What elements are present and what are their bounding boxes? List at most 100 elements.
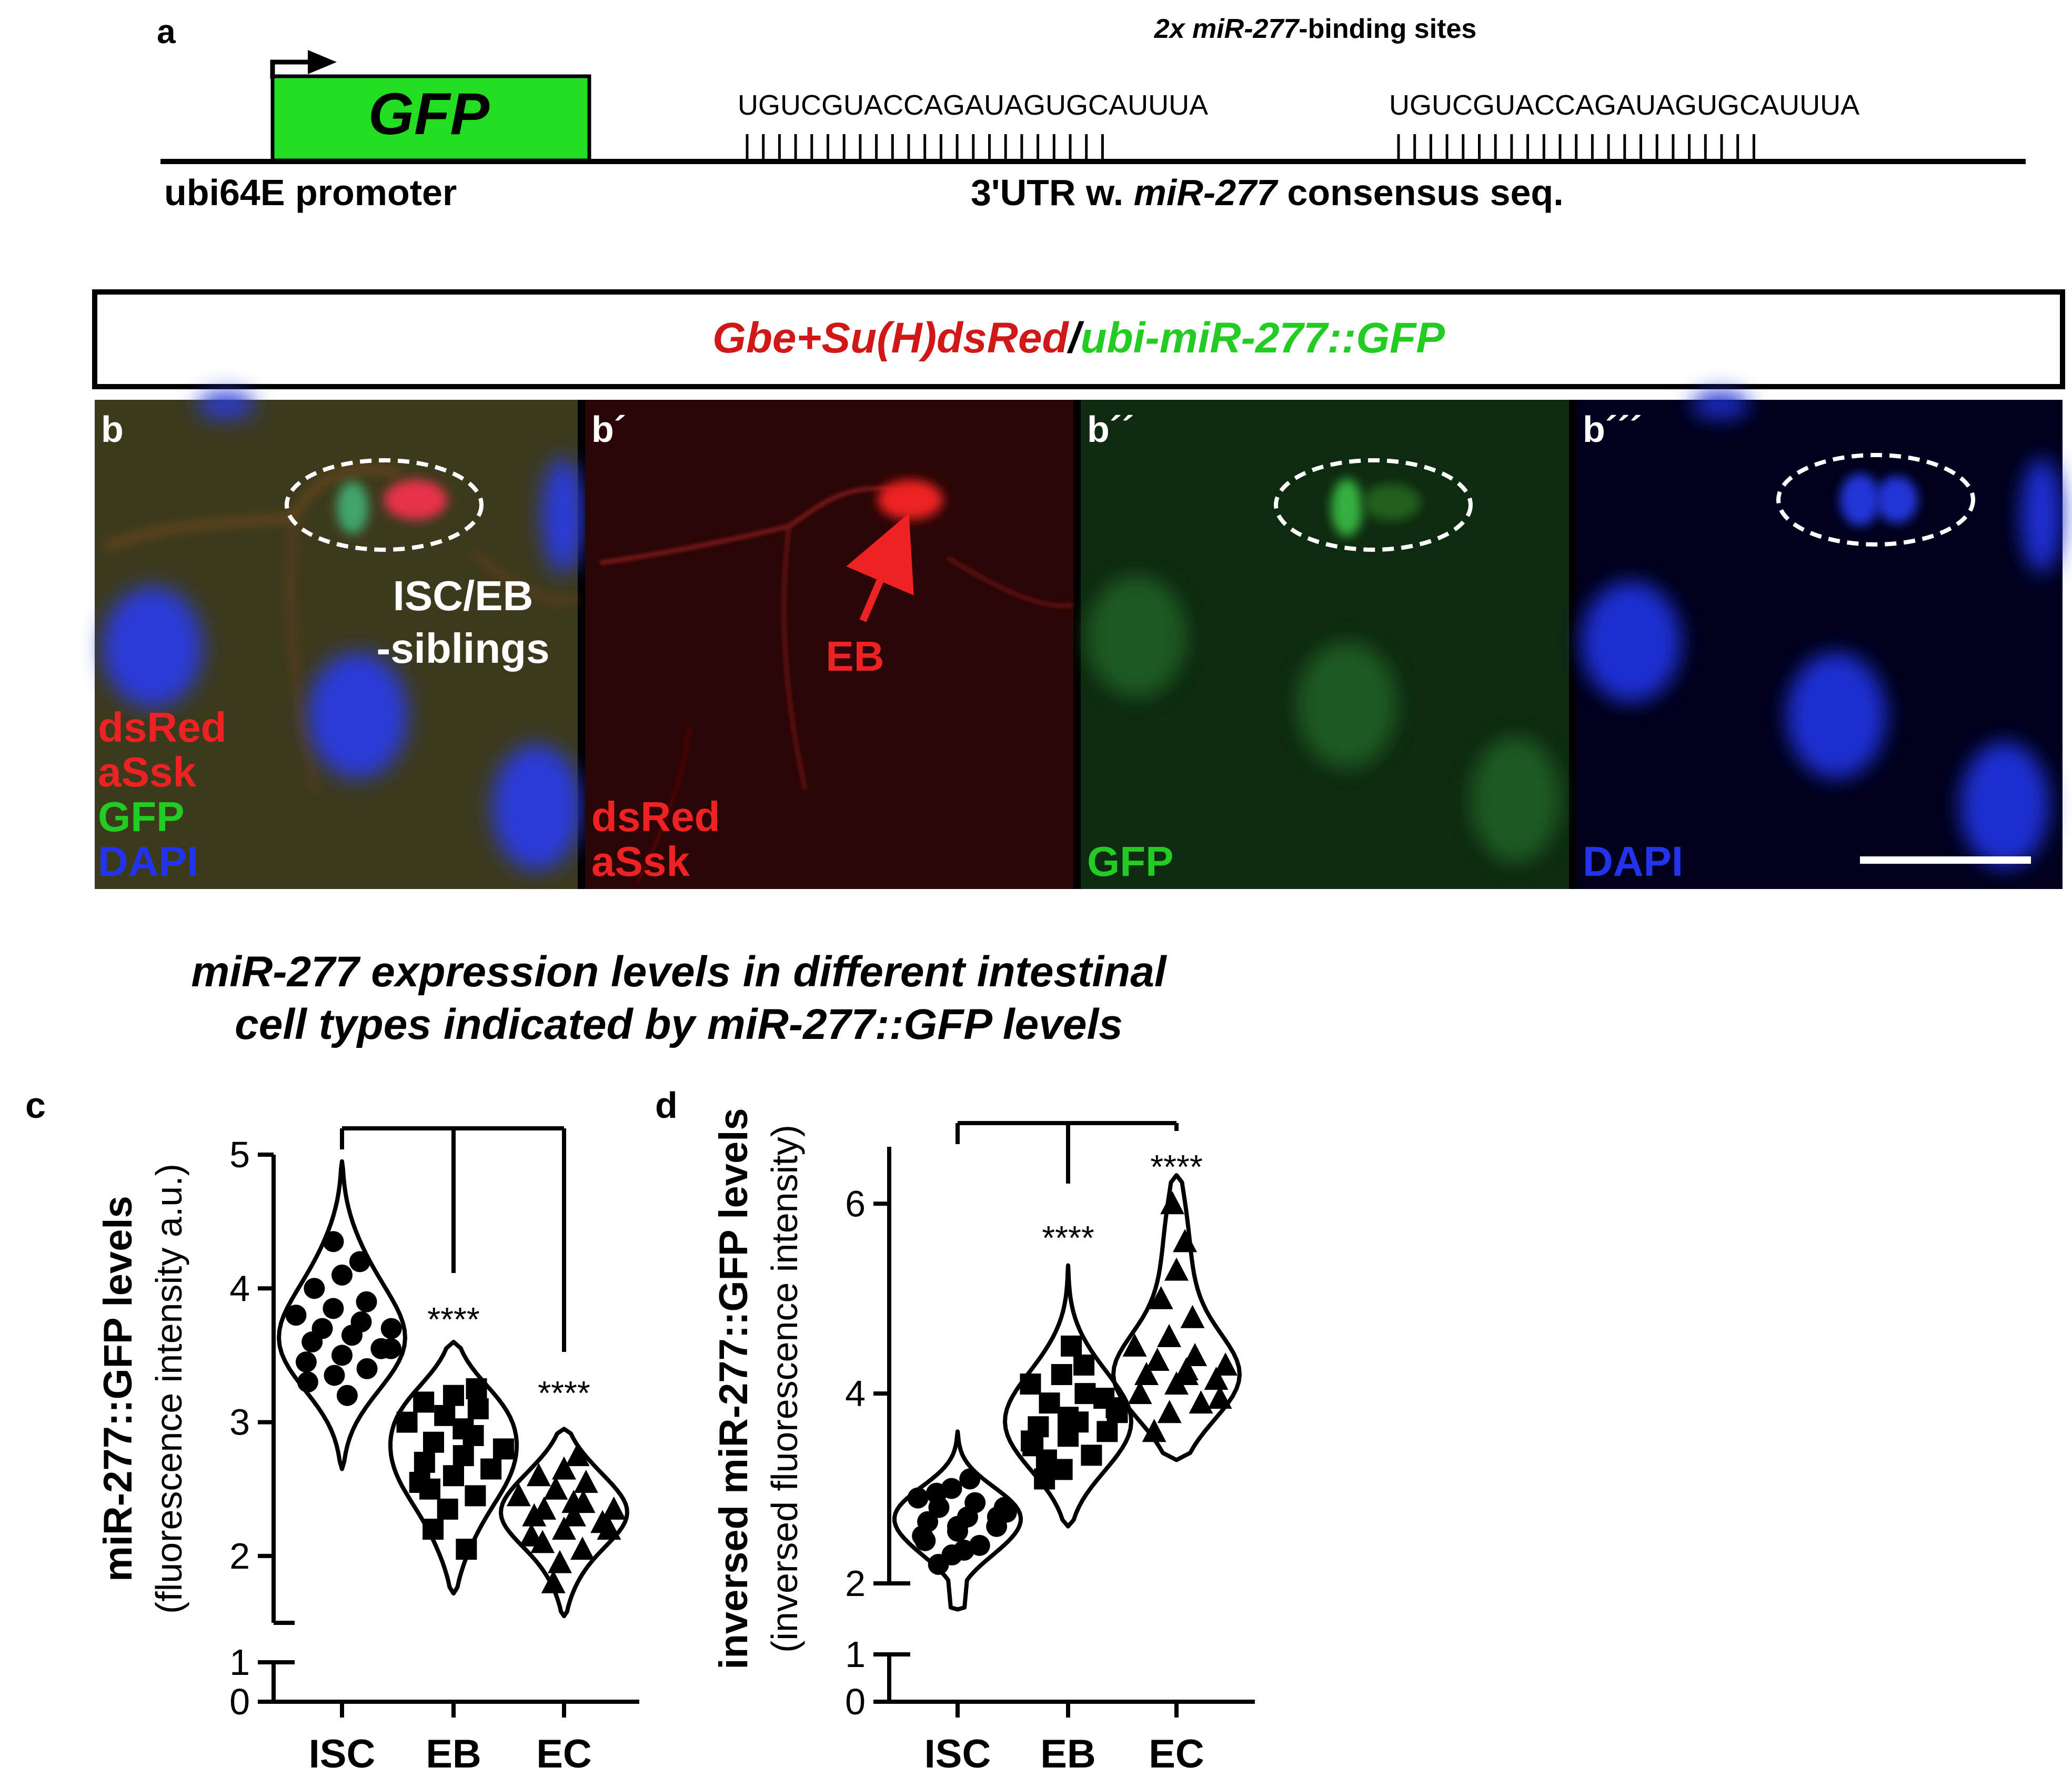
- data-point: [480, 1458, 502, 1480]
- y-tick-label: 2: [845, 1563, 866, 1604]
- utr-label-post: consensus seq.: [1277, 172, 1564, 213]
- data-point: [1073, 1355, 1095, 1376]
- violin-eb: [388, 1340, 519, 1596]
- green-siblings-outline: [1274, 458, 1473, 552]
- promoter-arrow: [270, 59, 310, 79]
- chart-d-ylabel: inversed miR-277::GFP levels: [711, 1108, 756, 1669]
- data-point: [1145, 1347, 1170, 1371]
- data-point: [907, 1487, 929, 1509]
- charts-title-line2: cell types indicated by miR-277::GFP lev…: [235, 1001, 1123, 1048]
- y-tick-label: 3: [229, 1402, 250, 1443]
- legend-red-assk: aSsk: [591, 838, 690, 885]
- legend-merge-dapi: DAPI: [98, 838, 198, 885]
- x-tick-label: EC: [536, 1732, 592, 1776]
- data-point: [953, 1539, 975, 1561]
- data-point: [561, 1503, 586, 1527]
- significance-stars: ****: [427, 1300, 480, 1338]
- data-point: [324, 1365, 345, 1386]
- x-tick-label: EB: [1040, 1732, 1096, 1776]
- tile-label-b: b: [101, 409, 124, 450]
- y-tick-label: 2: [229, 1536, 250, 1577]
- data-point: [466, 1378, 487, 1399]
- y-tick-label: 0: [229, 1681, 250, 1722]
- data-point: [506, 1483, 531, 1507]
- utr-label-italic: miR-277: [1134, 172, 1279, 213]
- data-point: [530, 1530, 555, 1553]
- blue-eb-nucleus: [1876, 476, 1918, 523]
- micrograph-merge: [95, 392, 584, 889]
- significance-stars: ****: [1150, 1148, 1203, 1186]
- blue-nuclei: [1581, 392, 2063, 868]
- data-point: [552, 1517, 576, 1540]
- micrograph-green: [1081, 400, 1569, 889]
- legend-merge-assk: aSsk: [98, 749, 196, 795]
- significance-stars: ****: [538, 1374, 590, 1412]
- x-tick-label: EC: [1149, 1732, 1204, 1776]
- binding-ticks-1: [746, 134, 1104, 160]
- data-point: [380, 1338, 401, 1359]
- panel-a: a 2x miR-277-binding sites GFP UGUCGUACC…: [157, 13, 2026, 213]
- violin-ec: [499, 1427, 629, 1619]
- violin-isc: [892, 1429, 1023, 1612]
- site-seq-2: UGUCGUACCAGAUAGUGCAUUUA: [1389, 89, 1859, 121]
- data-point: [380, 1318, 402, 1339]
- data-point: [1081, 1444, 1102, 1466]
- panel-d-label: d: [655, 1085, 678, 1126]
- data-point: [443, 1385, 464, 1406]
- tile-label-b1: b´: [591, 409, 626, 450]
- y-tick-label: 0: [845, 1681, 866, 1722]
- data-point: [1157, 1324, 1182, 1347]
- data-point: [323, 1231, 344, 1252]
- data-point: [350, 1311, 372, 1332]
- panel-b: b b´ b´´ b´´´ ISC/EB -siblings EB dsRed …: [95, 392, 2063, 889]
- siblings-label-1: ISC/EB: [393, 572, 534, 619]
- red-eb-cell: [878, 480, 943, 520]
- micrograph-red: [585, 400, 1074, 889]
- data-point: [552, 1456, 576, 1480]
- data-point: [532, 1496, 557, 1520]
- x-tick-label: EB: [426, 1732, 481, 1776]
- data-point: [423, 1519, 444, 1540]
- y-tick-label: 1: [845, 1634, 866, 1675]
- eb-arrow: [846, 513, 914, 622]
- data-point: [1051, 1364, 1072, 1386]
- y-tick-label: 6: [845, 1183, 866, 1224]
- legend-red-dsred: dsRed: [591, 793, 720, 840]
- data-point: [336, 1385, 358, 1406]
- data-point: [356, 1358, 378, 1379]
- data-point: [331, 1264, 353, 1286]
- legend-merge-gfp: GFP: [98, 793, 184, 840]
- charts-title-line1: miR-277 expression levels in different i…: [191, 948, 1167, 996]
- data-point: [1173, 1229, 1198, 1252]
- data-point: [1134, 1362, 1159, 1386]
- data-point: [1097, 1421, 1118, 1442]
- green-eb-cell: [1363, 484, 1421, 521]
- data-point: [419, 1478, 441, 1500]
- data-point: [492, 1438, 514, 1460]
- violin-isc: [277, 1159, 407, 1471]
- data-point: [914, 1530, 936, 1551]
- siblings-outline: [285, 458, 484, 552]
- siblings-label-2: -siblings: [377, 625, 550, 672]
- genotype-text: Gbe+Su(H)dsRed/ubi-miR-277::GFP: [712, 314, 1445, 362]
- binding-title-rest: -binding sites: [1299, 14, 1476, 44]
- data-point: [1061, 1335, 1082, 1357]
- chart-c-ylabel: miR-277::GFP levels: [96, 1196, 140, 1582]
- data-point: [1128, 1381, 1152, 1405]
- data-point: [1058, 1407, 1079, 1428]
- gfp-box: [270, 74, 591, 163]
- data-point: [544, 1476, 568, 1500]
- data-point: [323, 1298, 344, 1319]
- chart-c-ylabel-sub: (fluorescence intensity a.u.): [148, 1164, 189, 1614]
- data-point: [526, 1463, 551, 1487]
- data-point: [1039, 1392, 1060, 1414]
- data-point: [1180, 1305, 1205, 1328]
- data-point: [423, 1431, 445, 1453]
- data-point: [947, 1516, 968, 1537]
- genotype-red: Gbe+Su(H)dsRed: [712, 314, 1069, 362]
- data-point: [926, 1482, 947, 1504]
- violin-ec: [1111, 1173, 1242, 1462]
- data-point: [413, 1391, 435, 1413]
- y-tick-label: 4: [229, 1268, 250, 1309]
